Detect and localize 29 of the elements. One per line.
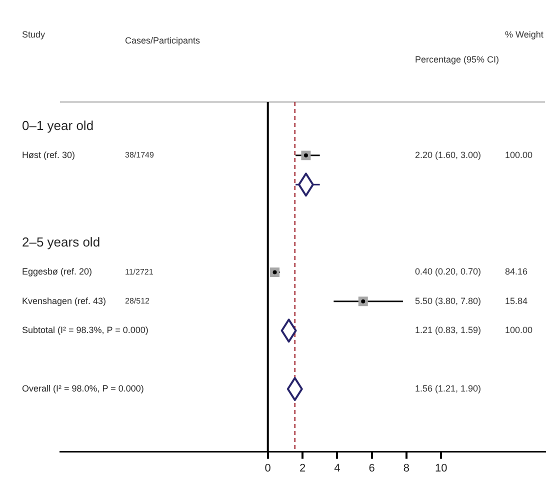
text: % Weight xyxy=(505,29,544,40)
x-tick-label: 0 xyxy=(264,462,271,474)
y-tick-label: 0–1 year old xyxy=(22,118,94,133)
text: Percentage (95% CI) xyxy=(415,54,500,64)
annotation: 2.20 (1.60, 3.00) xyxy=(415,150,482,160)
y-tick-label: Overall (I² = 98.0%, P = 0.000) xyxy=(22,384,144,394)
x-tick-label: 8 xyxy=(403,462,410,474)
x-tick-label: 6 xyxy=(368,462,375,474)
text: Study xyxy=(22,29,46,40)
text: Cases/Participants xyxy=(125,35,201,46)
annotation: 28/512 xyxy=(125,296,150,306)
annotation: 1.56 (1.21, 1.90) xyxy=(415,384,482,394)
y-tick-label: Kvenshagen (ref. 43) xyxy=(22,296,106,306)
x-tick-label: 10 xyxy=(434,462,448,474)
annotation: 100.00 xyxy=(505,150,533,160)
y-tick-label: Eggesbø (ref. 20) xyxy=(22,266,92,277)
annotation: 11/2721 xyxy=(125,267,154,276)
y-tick-label: Høst (ref. 30) xyxy=(22,150,76,160)
annotation: 100.00 xyxy=(505,325,533,336)
y-tick-label: 2–5 years old xyxy=(22,234,100,250)
annotation: 15.84 xyxy=(505,296,528,306)
annotation: 38/1749 xyxy=(125,150,154,160)
x-tick-label: 4 xyxy=(334,462,340,474)
y-tick-label: Subtotal (I² = 98.3%, P = 0.000) xyxy=(22,325,148,336)
annotation: 5.50 (3.80, 7.80) xyxy=(415,296,482,306)
annotation: 84.16 xyxy=(505,266,528,277)
annotation: 0.40 (0.20, 0.70) xyxy=(415,266,482,277)
annotation: 1.21 (0.83, 1.59) xyxy=(415,325,482,336)
x-tick-label: 2 xyxy=(299,462,306,474)
